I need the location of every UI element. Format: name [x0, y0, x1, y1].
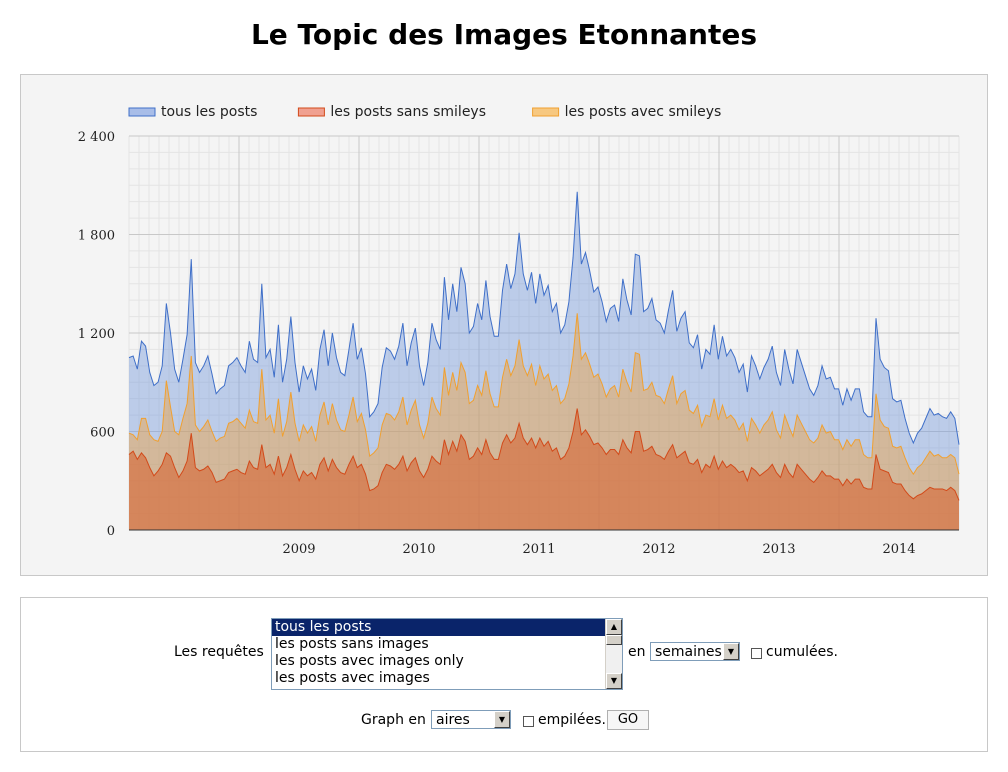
scroll-up-icon[interactable]: ▲	[606, 619, 622, 635]
x-tick-label: 2014	[882, 542, 915, 557]
period-select-value: semaines	[655, 644, 722, 660]
graph-type-select[interactable]: aires ▼	[431, 710, 511, 729]
area-tous-les-posts	[129, 191, 959, 530]
graph-label: Graph en	[361, 712, 426, 728]
line-tous-les-posts	[128, 191, 960, 445]
query-controls-panel: Les requêtes tous les posts les posts sa…	[20, 597, 988, 752]
listbox-option-tous-les-posts[interactable]: tous les posts	[272, 619, 622, 636]
go-button[interactable]: GO	[607, 710, 649, 730]
x-tick-label: 2013	[762, 542, 795, 557]
cumulees-checkbox[interactable]	[751, 648, 762, 659]
legend-label-les-posts-sans-smileys: les posts sans smileys	[330, 104, 486, 120]
cumulees-label: cumulées.	[766, 644, 838, 660]
empilees-checkbox[interactable]	[523, 716, 534, 727]
listbox-option-sans-images[interactable]: les posts sans images	[275, 636, 429, 652]
x-tick-label: 2010	[402, 542, 435, 557]
y-tick-label: 1 800	[78, 229, 115, 244]
y-tick-label: 2 400	[78, 130, 115, 145]
x-tick-label: 2009	[282, 542, 315, 557]
listbox-option-images-only[interactable]: les posts avec images only	[275, 653, 464, 669]
x-tick-label: 2011	[522, 542, 555, 557]
listbox-option-avec-images[interactable]: les posts avec images	[275, 670, 430, 686]
requetes-label: Les requêtes	[174, 644, 264, 660]
chart-panel: 0 600 1 200 1 800 2 400 2009 2010 2011 2012 2013 2…	[20, 74, 988, 576]
period-select[interactable]: semaines ▼	[650, 642, 740, 661]
y-tick-label: 0	[107, 524, 115, 539]
line-les-posts-sans-smileys	[128, 408, 960, 501]
listbox-scrollbar[interactable]: ▲ ▼	[605, 619, 622, 689]
chevron-down-icon[interactable]: ▼	[494, 711, 510, 728]
area-les-posts-sans-smileys	[129, 408, 959, 530]
query-listbox[interactable]: tous les posts les posts sans images les…	[271, 618, 623, 690]
x-tick-label: 2012	[642, 542, 675, 557]
legend-swatch-les-posts-avec-smileys	[532, 107, 560, 117]
area-chart: 0 600 1 200 1 800 2 400 2009 2010 2011 2012 2013 2…	[78, 104, 960, 557]
y-tick-label: 600	[90, 426, 115, 441]
page-title: Le Topic des Images Etonnantes	[250, 18, 758, 51]
legend-label-tous-les-posts: tous les posts	[161, 104, 257, 120]
legend-swatch-tous-les-posts	[128, 107, 156, 117]
empilees-label: empilées.	[538, 712, 606, 728]
legend-label-les-posts-avec-smileys: les posts avec smileys	[565, 104, 722, 120]
chevron-down-icon[interactable]: ▼	[723, 643, 739, 660]
line-les-posts-avec-smileys	[128, 313, 960, 476]
scroll-thumb[interactable]	[606, 635, 622, 645]
scroll-down-icon[interactable]: ▼	[606, 673, 622, 689]
graph-type-select-value: aires	[436, 712, 470, 728]
en-label: en	[628, 644, 646, 660]
legend-swatch-les-posts-sans-smileys	[297, 107, 325, 117]
y-tick-label: 1 200	[78, 327, 115, 342]
